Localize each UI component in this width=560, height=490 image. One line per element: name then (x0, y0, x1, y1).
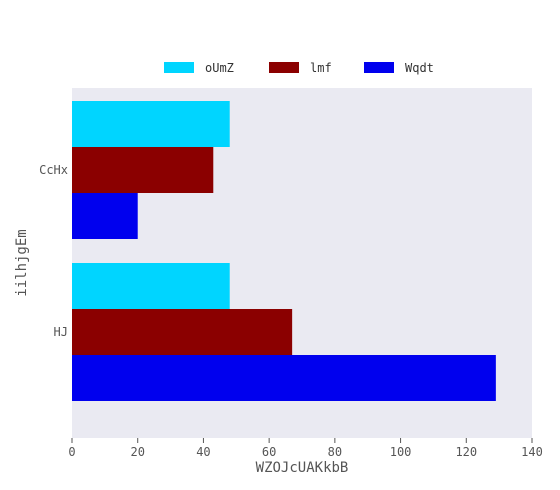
x-tick-label: 0 (68, 445, 75, 459)
x-tick-label: 140 (521, 445, 543, 459)
bars-group (72, 101, 496, 401)
x-axis-title: WZOJcUAKkbB (256, 460, 349, 476)
y-axis-title: iilhjgEm (14, 229, 30, 296)
bar-oUmZ-HJ (72, 263, 230, 309)
legend-label-oUmZ: oUmZ (205, 61, 234, 75)
bar-Wqdt-HJ (72, 355, 496, 401)
x-tick-label: 120 (455, 445, 477, 459)
x-tick-label: 80 (328, 445, 342, 459)
x-tick-label: 20 (130, 445, 144, 459)
bar-oUmZ-CcHx (72, 101, 230, 147)
x-ticks: 0 20 40 60 80 100 120 140 (68, 438, 543, 459)
y-tick-label: HJ (54, 325, 68, 339)
bar-Wqdt-CcHx (72, 193, 138, 239)
y-tick-label: CcHx (39, 163, 68, 177)
bar-lmf-CcHx (72, 147, 214, 193)
legend-label-lmf: lmf (310, 61, 332, 75)
x-tick-label: 100 (390, 445, 412, 459)
y-tick-labels: CcHx HJ (39, 163, 68, 339)
x-tick-label: 60 (262, 445, 276, 459)
legend-swatch-oUmZ (164, 62, 194, 73)
x-tick-label: 40 (196, 445, 210, 459)
legend-swatch-lmf (269, 62, 299, 73)
legend-swatch-Wqdt (364, 62, 394, 73)
legend-label-Wqdt: Wqdt (405, 61, 434, 75)
bar-lmf-HJ (72, 309, 293, 355)
legend: oUmZ lmf Wqdt (164, 61, 434, 75)
